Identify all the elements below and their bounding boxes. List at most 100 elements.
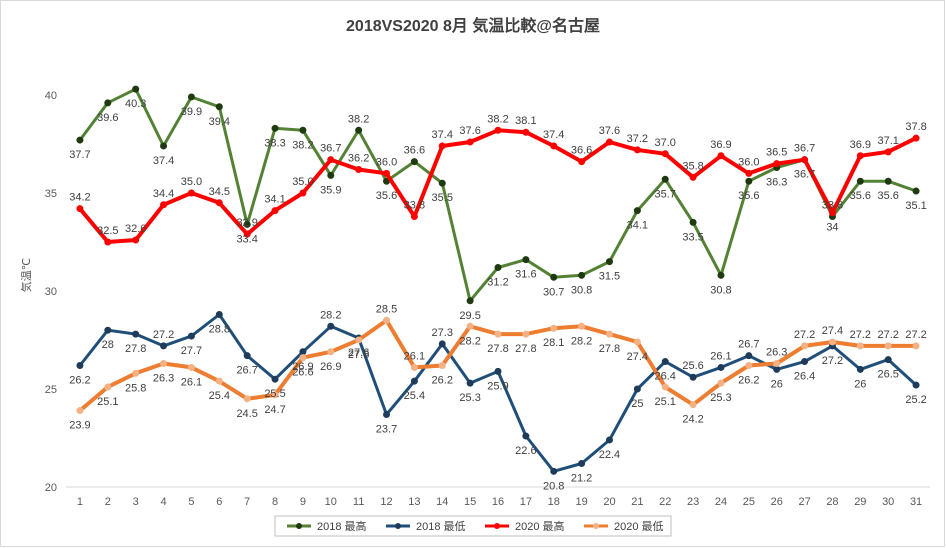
- data-label: 27.2: [877, 329, 898, 341]
- data-label: 26.1: [181, 376, 202, 388]
- data-point: [466, 297, 474, 305]
- data-point: [299, 126, 307, 134]
- data-point: [383, 169, 391, 177]
- data-point: [299, 189, 307, 197]
- data-label: 27.8: [599, 343, 620, 355]
- data-label: 31.6: [515, 269, 536, 281]
- data-point: [856, 177, 864, 185]
- data-label: 36.9: [850, 139, 871, 151]
- data-point: [355, 165, 363, 173]
- data-label: 30.8: [710, 284, 731, 296]
- data-point: [745, 177, 753, 185]
- data-point: [327, 171, 335, 179]
- data-point: [801, 156, 809, 164]
- x-tick-label: 29: [854, 496, 866, 508]
- legend-item: 2020 最高: [485, 519, 565, 533]
- data-label: 22.6: [515, 445, 536, 457]
- data-point: [522, 330, 530, 338]
- data-point: [745, 352, 753, 360]
- x-tick-label: 16: [492, 496, 504, 508]
- series-2: [76, 311, 920, 475]
- data-label: 21.2: [571, 472, 592, 484]
- legend-label: 2020 最高: [515, 519, 565, 533]
- data-label: 23.7: [376, 423, 397, 435]
- x-tick-label: 4: [160, 496, 166, 508]
- data-point: [187, 189, 195, 197]
- data-label: 31.5: [599, 271, 620, 283]
- data-label: 26.3: [153, 373, 174, 385]
- data-point: [76, 407, 84, 415]
- data-label: 26.1: [404, 350, 425, 362]
- legend-item: 2018 最高: [287, 519, 367, 533]
- legend: 2018 最高 2018 最低 2020 最高 2020 最低: [274, 515, 672, 537]
- data-point: [132, 330, 140, 338]
- data-label: 25.1: [97, 396, 118, 408]
- data-point: [884, 148, 892, 156]
- x-tick-label: 25: [743, 496, 755, 508]
- data-label: 27.8: [487, 343, 508, 355]
- data-label: 26.4: [794, 371, 815, 383]
- data-point: [661, 358, 669, 366]
- x-tick-label: 24: [715, 496, 727, 508]
- data-point: [160, 360, 168, 368]
- legend-swatch-marker: [593, 523, 599, 529]
- data-point: [801, 358, 809, 366]
- data-point: [884, 342, 892, 350]
- data-point: [605, 330, 613, 338]
- data-label: 38.1: [515, 115, 536, 127]
- data-label: 35.6: [738, 190, 759, 202]
- data-label: 27.6: [348, 347, 369, 359]
- x-tick-label: 7: [244, 496, 250, 508]
- data-label: 28.2: [571, 335, 592, 347]
- data-point: [271, 375, 279, 383]
- data-label: 34.1: [264, 194, 285, 206]
- data-label: 27.2: [822, 355, 843, 367]
- data-label: 25.5: [264, 388, 285, 400]
- data-label: 36.0: [376, 156, 397, 168]
- data-label: 38.3: [264, 137, 285, 149]
- data-label: 35.6: [376, 190, 397, 202]
- data-label: 25.9: [487, 380, 508, 392]
- data-point: [132, 236, 140, 244]
- data-label: 37.6: [459, 125, 480, 137]
- data-label: 26.9: [292, 361, 313, 373]
- data-point: [578, 158, 586, 166]
- data-point: [912, 381, 920, 389]
- data-label: 28.2: [459, 335, 480, 347]
- data-label: 37.8: [905, 121, 926, 133]
- data-point: [132, 369, 140, 377]
- data-point: [661, 383, 669, 391]
- series-1: [76, 85, 920, 305]
- x-tick-label: 26: [771, 496, 783, 508]
- data-label: 38.2: [292, 139, 313, 151]
- data-point: [661, 175, 669, 183]
- y-axis-label: 気温℃: [19, 258, 33, 292]
- data-point: [104, 238, 112, 246]
- x-tick-label: 19: [575, 496, 587, 508]
- data-point: [410, 363, 418, 371]
- legend-swatch-marker: [494, 523, 500, 529]
- data-label: 25.3: [710, 392, 731, 404]
- data-point: [215, 377, 223, 385]
- data-point: [773, 160, 781, 168]
- data-point: [912, 342, 920, 350]
- data-point: [856, 365, 864, 373]
- x-tick-label: 11: [353, 496, 364, 508]
- data-point: [633, 207, 641, 215]
- data-label: 32.9: [236, 217, 257, 229]
- data-label: 35.5: [432, 192, 453, 204]
- x-tick-label: 18: [548, 496, 560, 508]
- x-tick-label: 30: [882, 496, 894, 508]
- data-point: [76, 361, 84, 369]
- data-point: [717, 363, 725, 371]
- data-label: 30.8: [571, 284, 592, 296]
- x-tick-label: 27: [798, 496, 810, 508]
- data-point: [383, 410, 391, 418]
- data-label: 26.3: [766, 347, 787, 359]
- data-point: [76, 136, 84, 144]
- data-label: 37.4: [432, 129, 453, 141]
- data-point: [550, 324, 558, 332]
- data-point: [327, 322, 335, 330]
